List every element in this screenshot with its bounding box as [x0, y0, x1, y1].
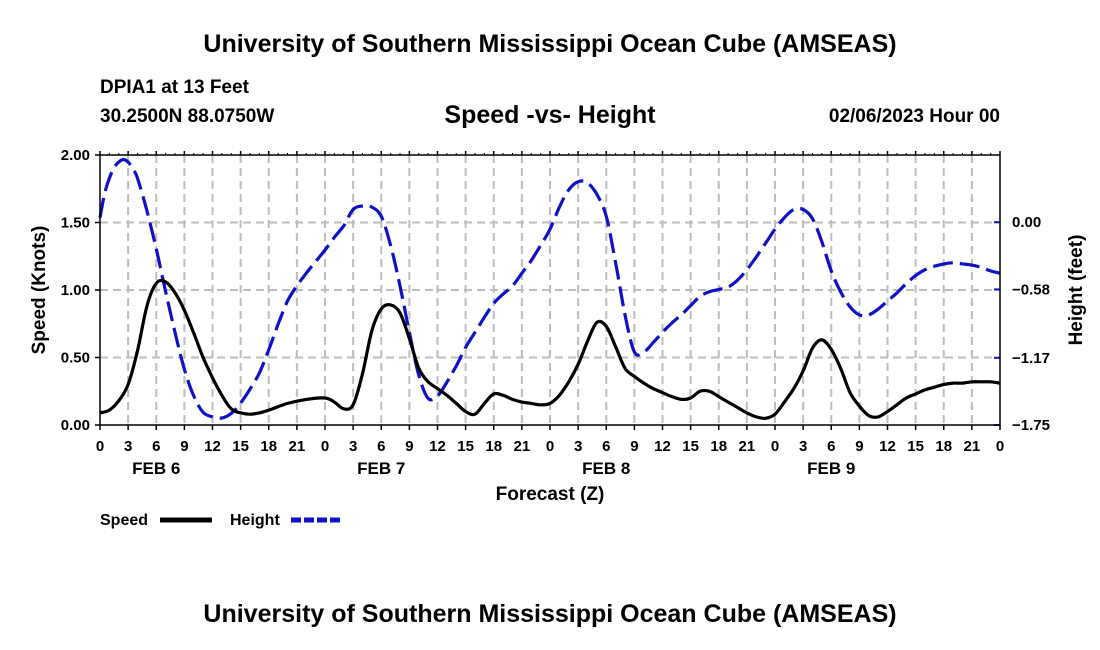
x-tick-label: 0 [546, 438, 554, 455]
y-tick-label-left: 0.00 [61, 417, 90, 434]
y-tick-label-right: −0.58 [1012, 281, 1050, 298]
x-tick-label: 3 [349, 438, 357, 455]
day-label: FEB 6 [132, 459, 180, 478]
plot-frame [99, 154, 1001, 426]
x-tick-label: 9 [630, 438, 638, 455]
x-tick-label: 9 [855, 438, 863, 455]
y-tick-label-left: 1.50 [61, 215, 90, 232]
x-tick-label: 0 [996, 438, 1004, 455]
x-tick-label: 12 [879, 438, 896, 455]
x-tick-label: 0 [96, 438, 104, 455]
chart-top-title: University of Southern Mississippi Ocean… [203, 30, 897, 58]
x-tick-label: 3 [799, 438, 807, 455]
day-label: FEB 7 [357, 459, 405, 478]
tick-labels: 0 3 6 9 12 15 18 21 0 3 6 9 12 15 18 21 0 3 6 9 12 15 18 21 0 3 6 9… [61, 147, 1050, 478]
series-line-height [98, 158, 1001, 420]
x-tick-label: 3 [574, 438, 582, 455]
x-axis-label: Forecast (Z) [496, 484, 605, 505]
x-tick-label: 15 [232, 438, 249, 455]
x-tick-label: 18 [485, 438, 502, 455]
y-tick-label-right: −1.17 [1012, 350, 1050, 367]
x-tick-label: 3 [124, 438, 132, 455]
x-tick-label: 6 [152, 438, 160, 455]
x-tick-label: 0 [771, 438, 779, 455]
forecast-datetime: 02/06/2023 Hour 00 [828, 106, 1000, 127]
x-tick-label: 9 [180, 438, 188, 455]
x-tick-label: 21 [289, 438, 306, 455]
x-tick-label: 15 [457, 438, 474, 455]
grid [100, 155, 1000, 425]
x-tick-label: 18 [710, 438, 727, 455]
legend-label-speed: Speed [100, 512, 148, 529]
chart-bottom-title: University of Southern Mississippi Ocean… [203, 600, 897, 628]
x-tick-label: 12 [654, 438, 671, 455]
x-tick-label: 6 [602, 438, 610, 455]
series-line-speed [99, 278, 1001, 420]
day-label: FEB 9 [807, 459, 855, 478]
x-tick-label: 21 [514, 438, 531, 455]
y-axis-label-left: Speed (Knots) [29, 226, 50, 355]
x-tick-label: 6 [377, 438, 385, 455]
y-tick-label-right: −1.75 [1012, 417, 1050, 434]
x-tick-label: 12 [204, 438, 221, 455]
station-label: DPIA1 at 13 Feet [100, 77, 249, 98]
y-tick-label-left: 1.00 [61, 282, 90, 299]
x-tick-label: 9 [405, 438, 413, 455]
x-tick-label: 0 [321, 438, 329, 455]
x-tick-label: 15 [907, 438, 924, 455]
x-tick-label: 21 [739, 438, 756, 455]
x-tick-label: 15 [682, 438, 699, 455]
x-tick-label: 6 [827, 438, 835, 455]
series-lines [98, 158, 1001, 420]
x-tick-label: 21 [964, 438, 981, 455]
y-tick-label-left: 2.00 [61, 147, 90, 164]
station-coordinates: 30.2500N 88.0750W [100, 106, 275, 127]
legend-label-height: Height [230, 512, 280, 529]
x-tick-label: 12 [429, 438, 446, 455]
legend: Speed Height [100, 512, 343, 529]
x-tick-label: 18 [935, 438, 952, 455]
y-tick-label-left: 0.50 [61, 350, 90, 367]
x-tick-label: 18 [260, 438, 277, 455]
chart-subtitle: Speed -vs- Height [444, 101, 656, 129]
y-tick-label-right: 0.00 [1012, 214, 1041, 231]
day-label: FEB 8 [582, 459, 630, 478]
y-axis-label-right: Height (feet) [1066, 235, 1087, 346]
